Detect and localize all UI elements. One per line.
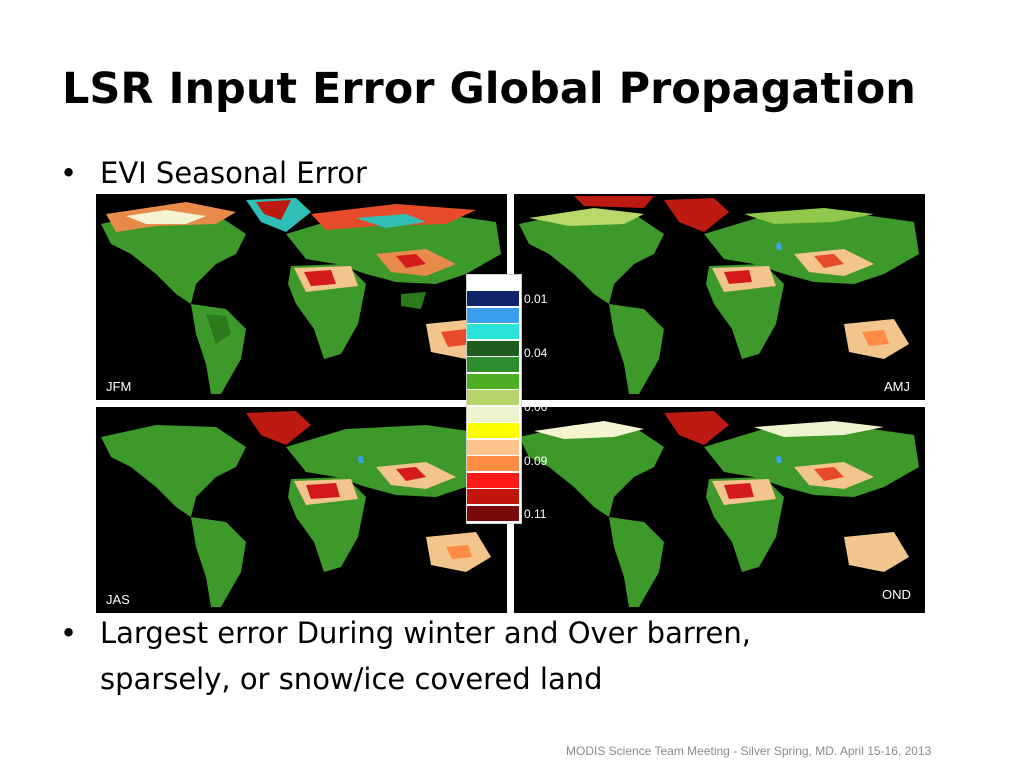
legend-tick-label: 0.06 [524, 400, 548, 414]
legend-tick-label: 0.11 [524, 507, 547, 521]
bullet-text: EVI Seasonal Error [100, 156, 367, 190]
legend-color-swatch [467, 423, 519, 438]
world-map-ond [519, 411, 919, 607]
legend-color-swatch [467, 340, 519, 356]
season-label-ond: OND [882, 587, 911, 602]
legend-color-swatch [467, 307, 519, 323]
legend-tick-label: 0.04 [524, 346, 548, 360]
legend-color-swatch [467, 489, 519, 504]
legend-color-swatch [467, 373, 519, 389]
world-map-jas [101, 411, 501, 607]
bullet-evi-seasonal-error: • EVI Seasonal Error [60, 150, 560, 196]
season-label-jfm: JFM [106, 379, 132, 394]
slide-title: LSR Input Error Global Propagation [62, 64, 916, 114]
legend-color-swatch [467, 390, 519, 405]
map-jas: JAS [96, 407, 507, 613]
legend-color-swatch [467, 357, 519, 372]
bullet-text-line-1: Largest error During winter and Over bar… [100, 616, 751, 650]
legend-color-swatch [467, 291, 519, 306]
legend-color-swatch [467, 505, 519, 521]
world-map-jfm [101, 198, 501, 394]
season-label-jas: JAS [106, 592, 130, 607]
legend-color-swatch [467, 456, 519, 471]
bullet-text-line-2: sparsely, or snow/ice covered land [100, 662, 603, 696]
legend-color-swatch [467, 324, 519, 339]
bullet-dot-icon: • [60, 156, 78, 190]
world-map-amj [519, 196, 919, 394]
bullet-dot-icon: • [60, 616, 78, 650]
season-label-amj: AMJ [884, 379, 910, 394]
legend-color-swatch [467, 472, 519, 488]
legend-color-swatch [467, 439, 519, 455]
map-ond: OND [514, 407, 925, 613]
bullet-largest-error: • Largest error During winter and Over b… [60, 610, 900, 702]
color-legend: 0.01 0.04 0.06 0.09 0.11 [466, 274, 547, 524]
map-jfm: JFM [96, 194, 507, 400]
legend-color-swatch [467, 406, 519, 422]
slide-footer: MODIS Science Team Meeting - Silver Spri… [566, 744, 932, 758]
map-amj: AMJ [514, 194, 925, 400]
legend-tick-label: 0.09 [524, 454, 548, 468]
legend-tick-label: 0.01 [524, 292, 548, 306]
